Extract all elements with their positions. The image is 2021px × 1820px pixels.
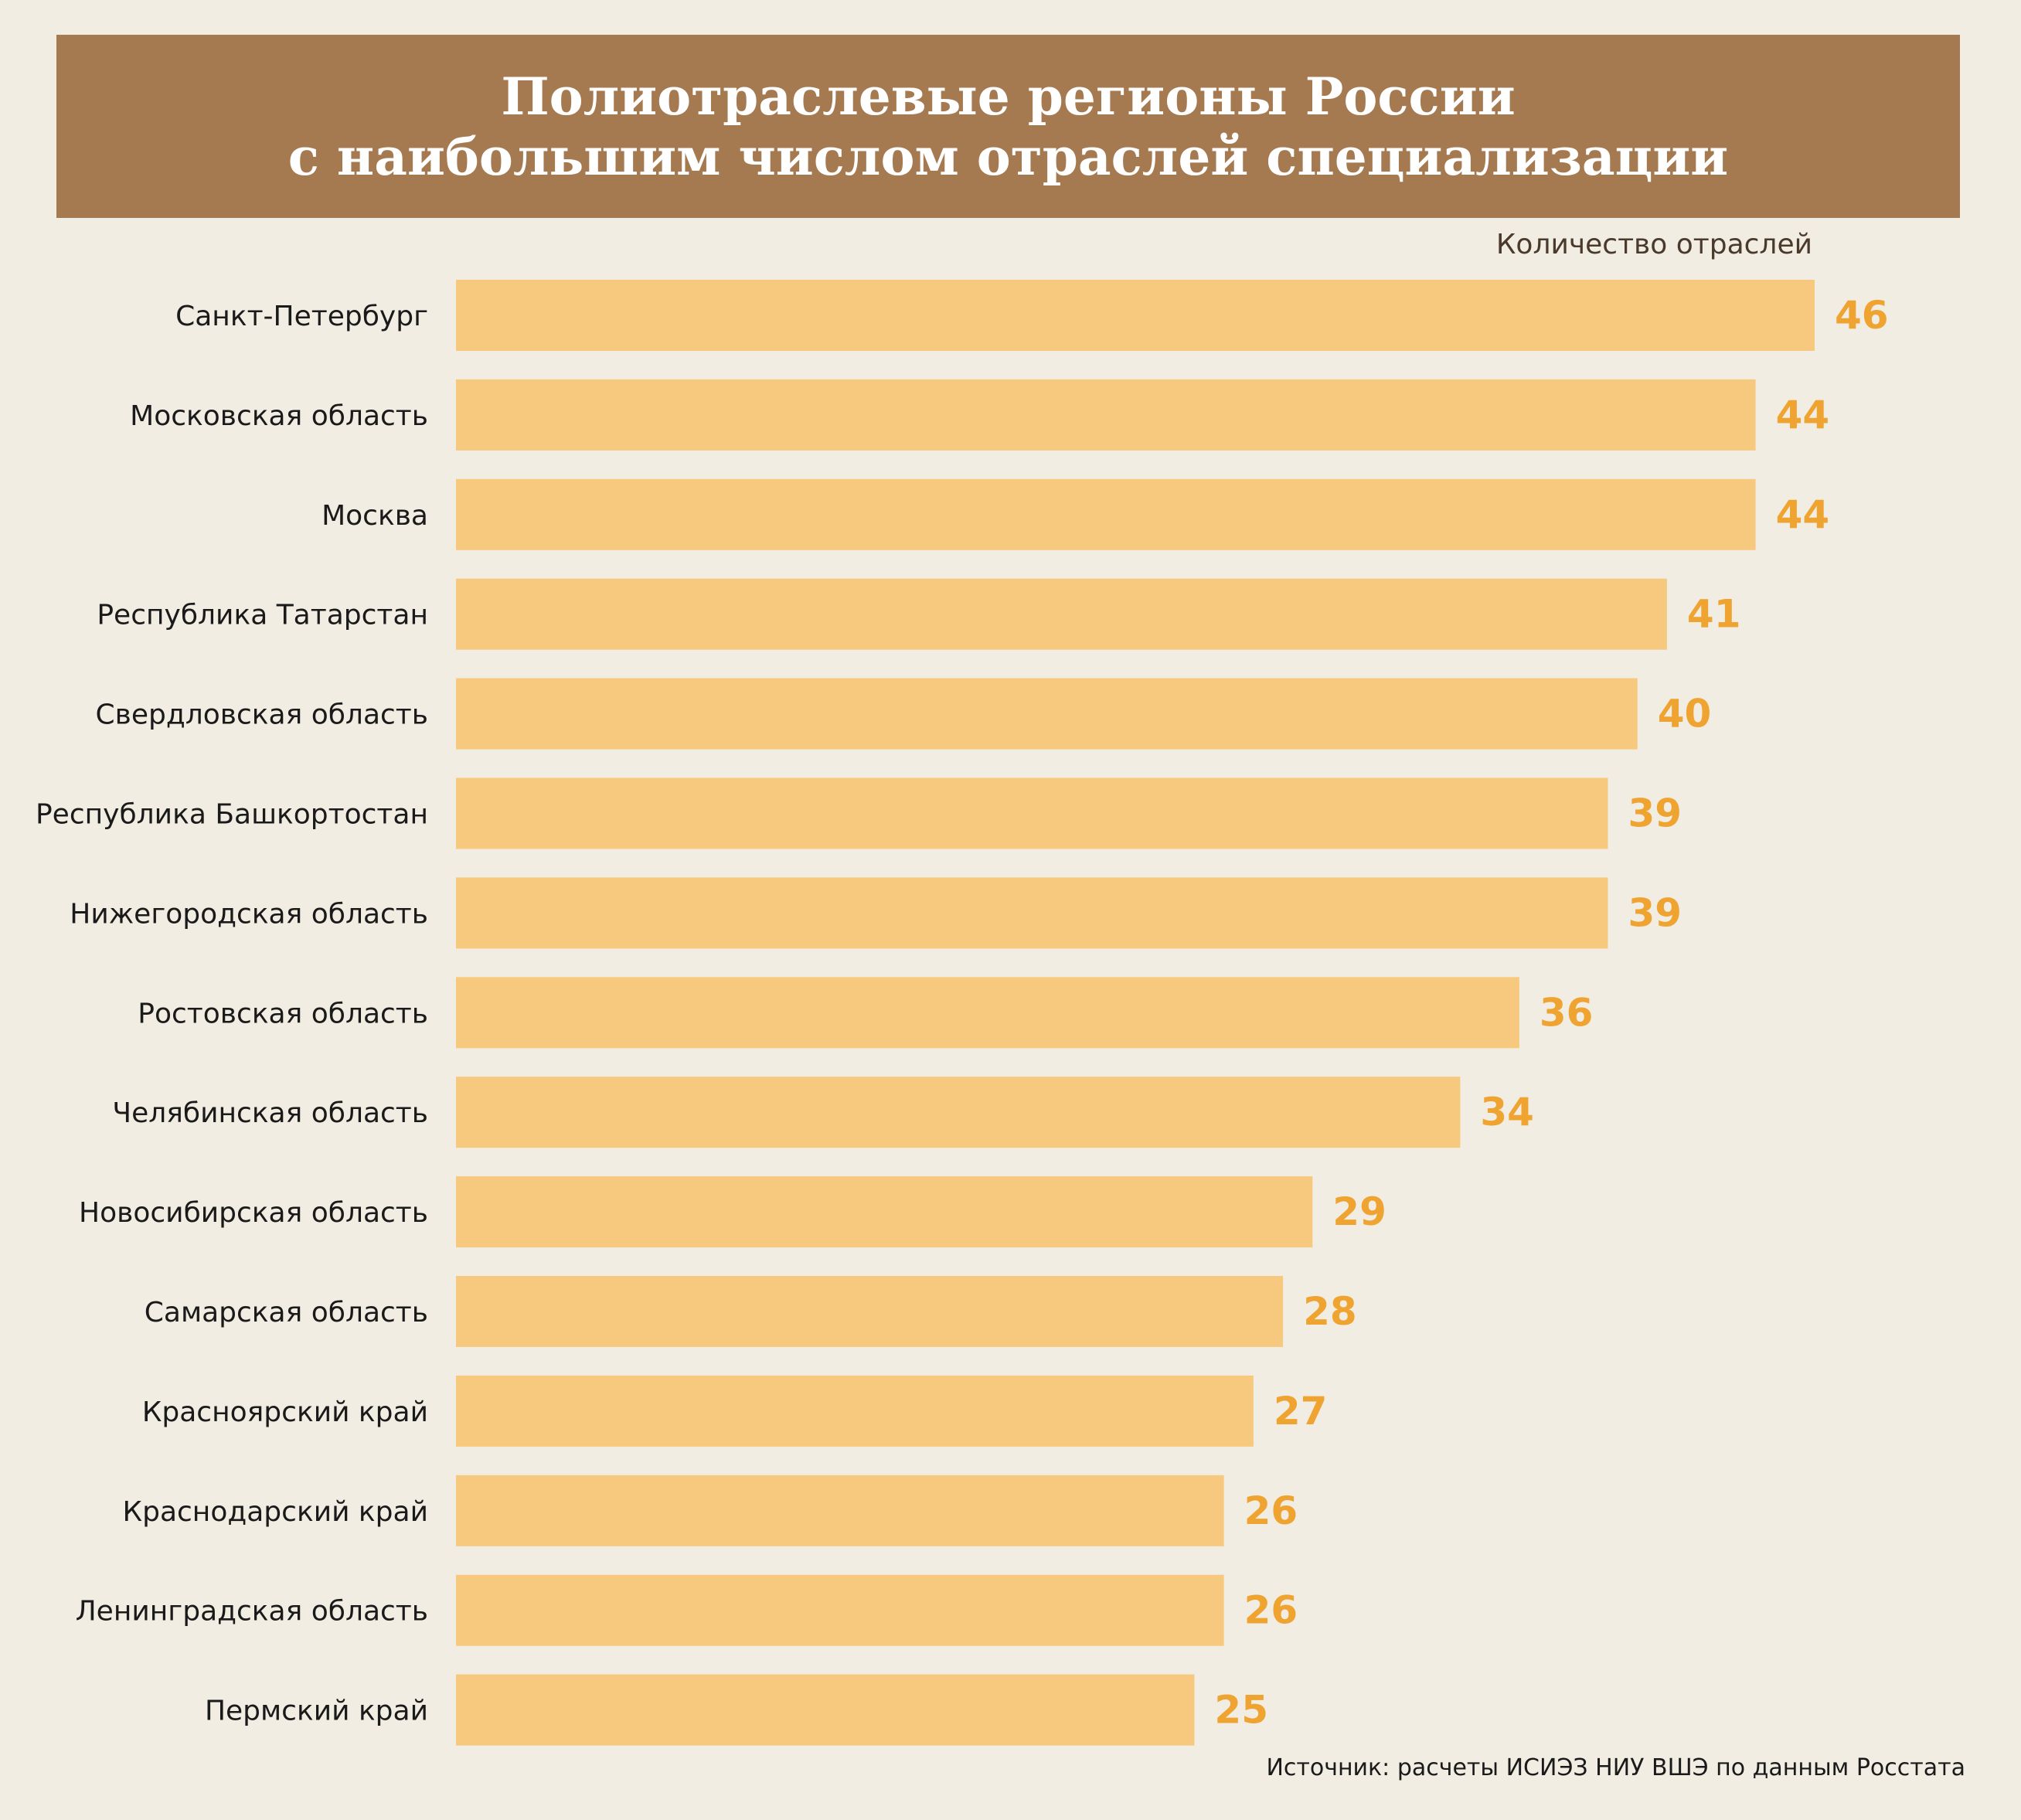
value-label: 44 bbox=[1776, 393, 1830, 437]
value-label: 26 bbox=[1244, 1488, 1298, 1533]
bar bbox=[456, 1475, 1224, 1546]
bar bbox=[456, 1674, 1195, 1746]
bar bbox=[456, 977, 1519, 1049]
axis-unit-label: Количество отраслей bbox=[1495, 229, 1812, 260]
chart-title-line-1: Полиотраслевые регионы России bbox=[501, 66, 1516, 127]
category-label: Краснодарский край bbox=[123, 1496, 428, 1528]
category-label: Ленинградская область bbox=[76, 1596, 428, 1628]
category-label: Нижегородская область bbox=[70, 898, 428, 930]
value-label: 39 bbox=[1628, 791, 1682, 836]
category-label: Красноярский край bbox=[142, 1396, 428, 1428]
bar bbox=[456, 1077, 1461, 1148]
bar bbox=[456, 877, 1608, 949]
value-label: 46 bbox=[1835, 293, 1889, 338]
value-label: 39 bbox=[1628, 890, 1682, 935]
value-label: 25 bbox=[1214, 1688, 1268, 1733]
value-label: 40 bbox=[1658, 692, 1712, 737]
category-label: Новосибирская область bbox=[79, 1197, 428, 1229]
bar bbox=[456, 379, 1756, 451]
category-label: Москва bbox=[322, 500, 428, 532]
value-label: 34 bbox=[1480, 1090, 1534, 1135]
bar bbox=[456, 1375, 1254, 1447]
category-label: Ростовская область bbox=[138, 998, 428, 1029]
bar bbox=[456, 1176, 1313, 1248]
value-label: 36 bbox=[1540, 990, 1594, 1035]
value-label: 29 bbox=[1332, 1189, 1386, 1234]
category-label: Московская область bbox=[130, 400, 428, 432]
bar bbox=[456, 280, 1815, 351]
value-label: 27 bbox=[1274, 1389, 1328, 1434]
source-note: Источник: расчеты ИСИЭЗ НИУ ВШЭ по данны… bbox=[1266, 1754, 1965, 1781]
value-label: 41 bbox=[1687, 592, 1741, 637]
bar bbox=[456, 578, 1667, 650]
value-label: 26 bbox=[1244, 1588, 1298, 1633]
bar bbox=[456, 678, 1638, 750]
category-label: Свердловская область bbox=[96, 699, 428, 731]
value-label: 44 bbox=[1776, 492, 1830, 537]
title-banner: Полиотраслевые регионы России с наибольш… bbox=[56, 35, 1960, 218]
bar bbox=[456, 478, 1756, 550]
category-label: Санкт-Петербург bbox=[175, 301, 428, 332]
chart-title-line-2: с наибольшим числом отраслей специализац… bbox=[287, 126, 1729, 187]
bar bbox=[456, 777, 1608, 849]
category-label: Пермский край bbox=[205, 1696, 428, 1727]
value-label: 28 bbox=[1303, 1289, 1357, 1334]
bar bbox=[456, 1276, 1284, 1347]
category-label: Челябинская область bbox=[112, 1097, 428, 1129]
category-label: Республика Башкортостан bbox=[36, 799, 428, 831]
category-label: Республика Татарстан bbox=[97, 600, 428, 631]
bar bbox=[456, 1574, 1224, 1646]
category-label: Самарская область bbox=[145, 1297, 428, 1328]
